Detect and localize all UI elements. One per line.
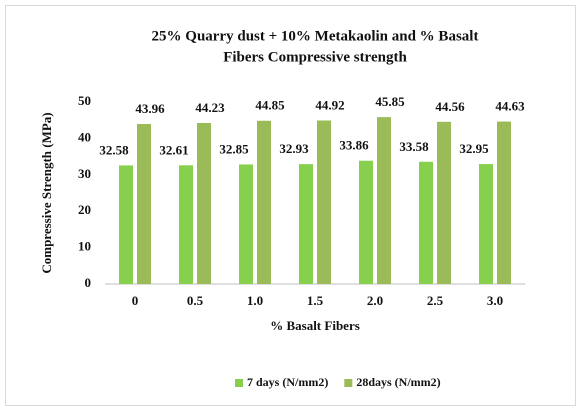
x-tick-label: 2.5 xyxy=(427,293,444,308)
y-tick-label: 20 xyxy=(78,202,91,217)
bar xyxy=(497,121,511,284)
bar xyxy=(377,117,391,284)
bar xyxy=(317,120,331,284)
chart-title: 25% Quarry dust + 10% Metakaolin and % B… xyxy=(152,28,479,44)
x-axis-title: % Basalt Fibers xyxy=(270,318,360,333)
bar xyxy=(479,164,493,284)
data-label: 32.85 xyxy=(219,141,249,156)
data-label: 44.85 xyxy=(255,98,285,113)
bar xyxy=(437,121,451,284)
legend-label: 7 days (N/mm2) xyxy=(247,375,328,389)
data-label: 32.58 xyxy=(99,142,129,157)
bar xyxy=(137,123,151,285)
data-label: 44.92 xyxy=(315,97,344,112)
data-label: 44.56 xyxy=(435,99,465,114)
bar xyxy=(419,161,433,284)
bar xyxy=(239,164,253,284)
x-tick-label: 0.5 xyxy=(187,293,204,308)
bar xyxy=(119,165,133,284)
data-label: 44.23 xyxy=(195,100,225,115)
y-tick-label: 50 xyxy=(78,93,91,108)
bar xyxy=(197,123,211,284)
legend-swatch xyxy=(344,379,353,387)
data-label: 44.63 xyxy=(495,99,525,114)
legend-label: 28days (N/mm2) xyxy=(356,375,440,389)
data-label: 32.95 xyxy=(459,141,489,156)
data-label: 32.61 xyxy=(159,142,188,157)
x-tick-label: 2.0 xyxy=(367,293,383,308)
chart-title: Fibers Compressive strength xyxy=(223,49,407,65)
y-tick-label: 10 xyxy=(78,239,91,254)
data-label: 33.86 xyxy=(339,138,369,153)
x-tick-label: 3.0 xyxy=(487,293,503,308)
y-tick-label: 40 xyxy=(78,129,91,144)
data-label: 33.58 xyxy=(399,139,429,154)
bar xyxy=(257,120,271,284)
y-tick-label: 30 xyxy=(78,166,91,181)
y-axis-title: Compressive Strength (MPa) xyxy=(39,112,54,273)
x-tick-label: 1.0 xyxy=(247,293,263,308)
data-label: 45.85 xyxy=(375,94,405,109)
bar xyxy=(299,164,313,284)
y-tick-label: 0 xyxy=(85,275,92,290)
legend-swatch xyxy=(235,379,243,387)
x-tick-label: 1.5 xyxy=(307,293,324,308)
bar xyxy=(179,165,193,284)
x-tick-label: 0 xyxy=(132,293,139,308)
data-label: 43.96 xyxy=(135,101,165,116)
data-label: 32.93 xyxy=(279,141,309,156)
bar xyxy=(359,160,373,284)
